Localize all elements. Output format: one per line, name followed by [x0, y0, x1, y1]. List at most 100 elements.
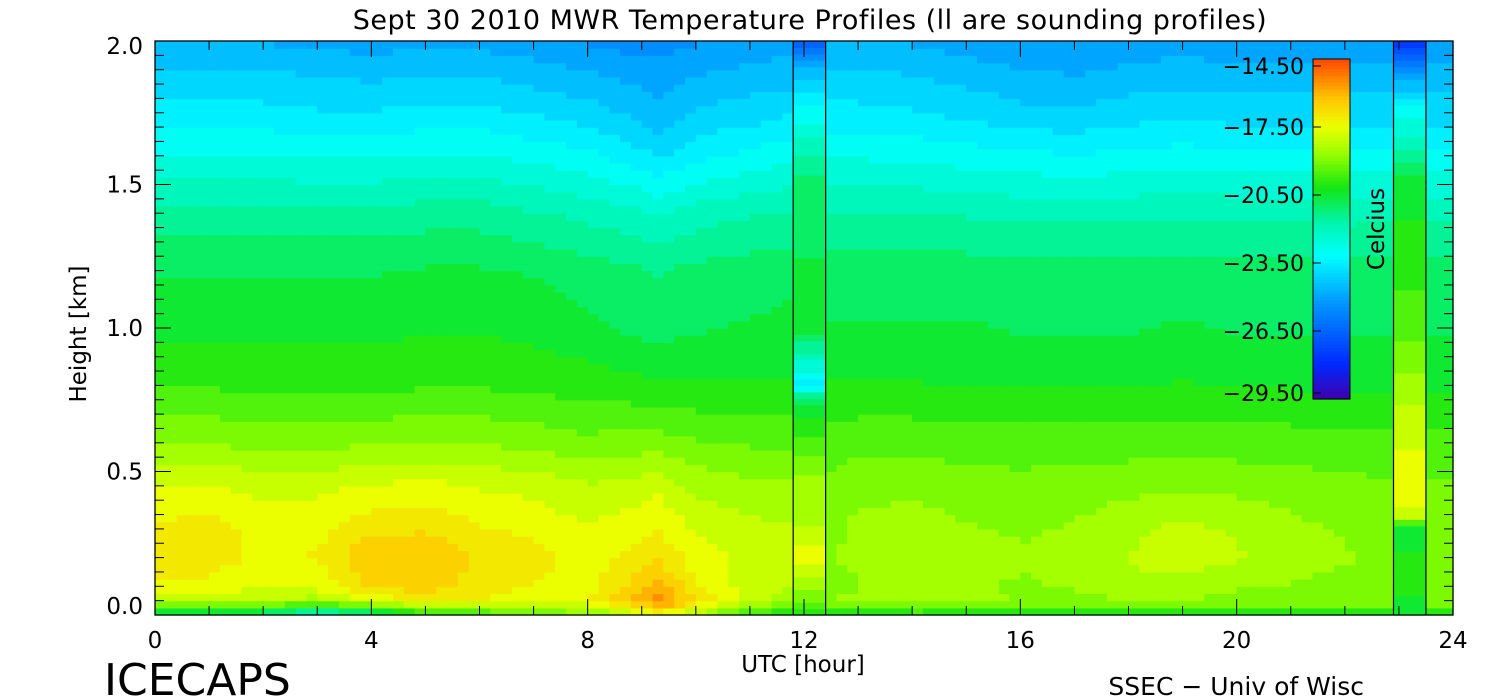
heatmap-cell — [187, 442, 199, 451]
heatmap-cell — [306, 84, 318, 92]
heatmap-cell — [544, 442, 556, 451]
heatmap-cell — [447, 148, 459, 157]
heatmap-cell — [760, 485, 773, 494]
heatmap-cell — [728, 41, 740, 49]
heatmap-cell — [176, 69, 189, 78]
heatmap-cell — [468, 155, 481, 164]
heatmap-cell — [241, 457, 253, 465]
heatmap-cell — [176, 76, 189, 85]
heatmap-cell — [695, 449, 708, 458]
heatmap-cell — [328, 162, 340, 171]
heatmap-cell — [360, 507, 372, 516]
heatmap-cell — [187, 227, 199, 236]
heatmap-cell — [371, 220, 383, 229]
heatmap-cell — [479, 414, 491, 422]
heatmap-cell — [706, 134, 719, 143]
heatmap-cell — [403, 342, 416, 351]
heatmap-cell — [338, 414, 351, 422]
heatmap-cell — [165, 170, 178, 178]
heatmap-cell — [641, 428, 654, 437]
heatmap-cell — [771, 41, 783, 49]
heatmap-cell — [328, 41, 340, 49]
heatmap-cell — [360, 198, 372, 207]
heatmap-cell — [555, 234, 567, 243]
heatmap-cell — [360, 414, 372, 422]
heatmap-cell — [219, 241, 232, 250]
heatmap-cell — [555, 371, 567, 379]
heatmap-cell — [522, 414, 535, 422]
heatmap-cell — [349, 206, 362, 214]
heatmap-cell — [620, 478, 632, 487]
heatmap-cell — [360, 69, 372, 78]
heatmap-cell — [717, 148, 729, 157]
heatmap-cell — [598, 134, 610, 143]
heatmap-cell — [749, 170, 762, 178]
heatmap-cell — [263, 536, 275, 544]
heatmap-cell — [490, 170, 502, 178]
heatmap-cell — [425, 162, 437, 171]
heatmap-cell — [728, 220, 740, 229]
heatmap-cell — [706, 550, 719, 559]
heatmap-cell — [317, 227, 329, 236]
heatmap-cell — [620, 69, 632, 78]
heatmap-cell — [284, 356, 297, 365]
heatmap-cell — [425, 84, 437, 92]
heatmap-cell — [349, 328, 362, 336]
heatmap-cell — [782, 385, 794, 394]
heatmap-cell — [295, 507, 308, 516]
heatmap-cell — [576, 320, 589, 329]
heatmap-cell — [706, 521, 719, 530]
heatmap-cell — [371, 363, 383, 372]
heatmap-cell — [739, 500, 751, 508]
heatmap-cell — [392, 277, 405, 286]
heatmap-cell — [760, 457, 773, 465]
heatmap-cell — [739, 593, 751, 602]
heatmap-cell — [349, 579, 362, 587]
heatmap-cell — [165, 478, 178, 487]
heatmap-cell — [587, 191, 600, 200]
heatmap-cell — [155, 91, 167, 99]
heatmap-cell — [576, 292, 589, 300]
heatmap-cell — [576, 378, 589, 386]
heatmap-cell — [501, 277, 513, 286]
heatmap-cell — [230, 270, 243, 279]
heatmap-cell — [566, 162, 578, 171]
heatmap-cell — [436, 284, 448, 293]
heatmap-cell — [403, 328, 416, 336]
heatmap-cell — [501, 98, 513, 107]
heatmap-cell — [414, 607, 427, 616]
heatmap-cell — [425, 177, 437, 186]
heatmap-cell — [825, 371, 838, 379]
heatmap-cell — [187, 571, 199, 580]
heatmap-cell — [490, 493, 502, 501]
heatmap-cell — [338, 371, 351, 379]
heatmap-cell — [728, 198, 740, 207]
heatmap-cell — [739, 571, 751, 580]
heatmap-cell — [263, 385, 275, 394]
heatmap-cell — [522, 543, 535, 552]
heatmap-cell — [360, 320, 372, 329]
heatmap-cell — [252, 98, 264, 107]
heatmap-cell — [479, 579, 491, 587]
heatmap-cell — [392, 378, 405, 386]
heatmap-cell — [230, 550, 243, 559]
heatmap-cell — [771, 335, 783, 343]
heatmap-cell — [576, 363, 589, 372]
heatmap-cell — [187, 579, 199, 587]
heatmap-cell — [230, 363, 243, 372]
heatmap-cell — [771, 593, 783, 602]
heatmap-cell — [219, 270, 232, 279]
heatmap-cell — [501, 335, 513, 343]
heatmap-cell — [566, 328, 578, 336]
heatmap-cell — [349, 363, 362, 372]
heatmap-cell — [468, 399, 481, 408]
heatmap-cell — [241, 392, 253, 401]
heatmap-cell — [598, 464, 610, 473]
heatmap-cell — [544, 349, 556, 358]
heatmap-cell — [392, 607, 405, 616]
heatmap-cell — [685, 48, 697, 56]
heatmap-cell — [728, 342, 740, 351]
heatmap-cell — [555, 528, 567, 537]
heatmap-cell — [382, 206, 394, 214]
heatmap-cell — [252, 320, 264, 329]
